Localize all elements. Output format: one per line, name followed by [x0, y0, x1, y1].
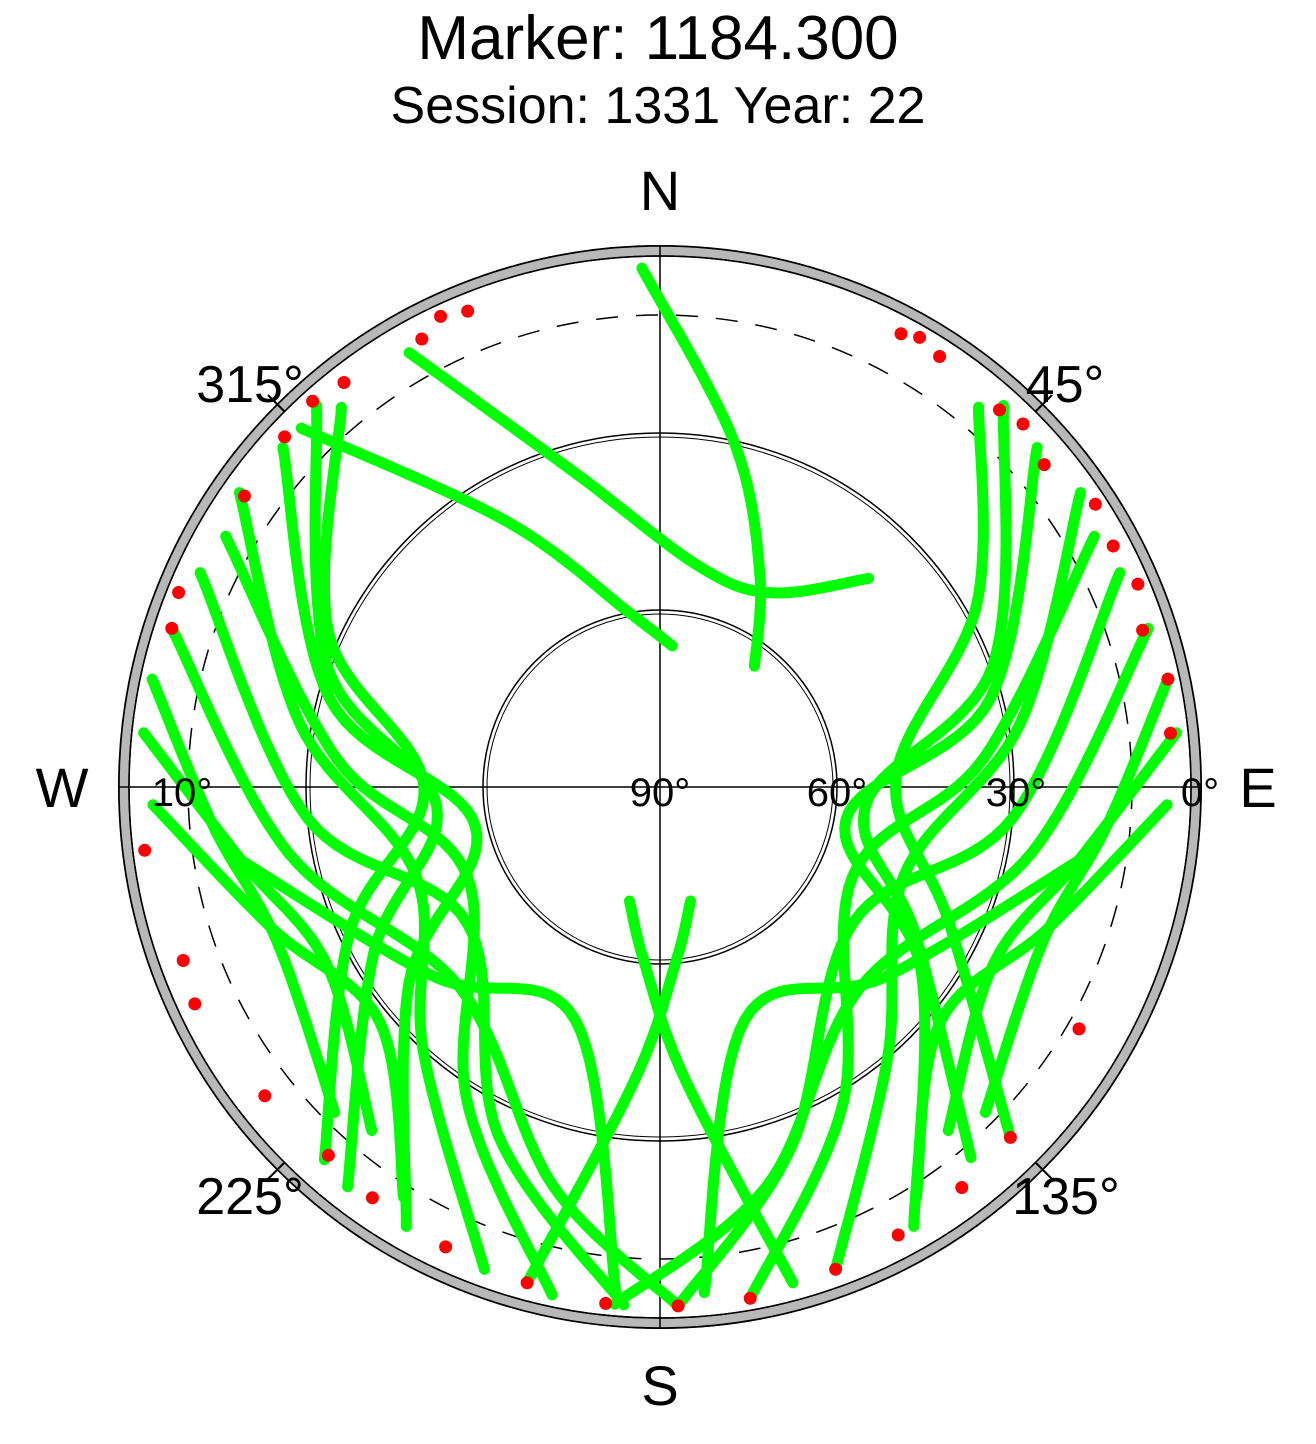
low-elevation-point-21 [520, 1276, 534, 1290]
low-elevation-point-14 [1003, 1130, 1017, 1144]
satellite-track-2 [403, 347, 875, 599]
azimuth-tick-45 [1034, 394, 1053, 413]
low-elevation-points [138, 304, 1177, 1313]
satellite-track-25 [236, 855, 622, 1298]
low-elevation-point-23 [365, 1191, 379, 1205]
compass-east-label: E [1239, 756, 1276, 819]
low-elevation-point-25 [258, 1089, 272, 1103]
low-elevation-point-10 [1136, 623, 1150, 637]
elevation-circles [305, 432, 1015, 1142]
satellite-tracks [138, 262, 1182, 1312]
satellite-track-24 [698, 855, 1084, 1298]
low-elevation-point-16 [891, 1228, 905, 1242]
azimuth-tick-225 [267, 1161, 286, 1180]
azimuth-label-135: 135° [1012, 1168, 1120, 1226]
low-elevation-point-19 [671, 1299, 685, 1313]
low-elevation-point-32 [278, 430, 292, 444]
low-elevation-point-11 [1161, 672, 1175, 686]
satellite-track-23 [147, 799, 410, 1203]
satellite-track-3 [295, 422, 678, 652]
compass-west-label: W [36, 756, 89, 819]
low-elevation-point-18 [743, 1291, 757, 1305]
low-elevation-point-5 [1016, 417, 1030, 431]
low-elevation-point-31 [237, 489, 251, 503]
satellite-track-22 [138, 727, 378, 1136]
low-elevation-point-26 [188, 997, 202, 1011]
low-elevation-point-4 [993, 403, 1006, 417]
satellite-track-4 [857, 400, 1012, 1164]
low-elevation-point-35 [415, 332, 429, 346]
satellite-track-19 [194, 567, 630, 1311]
low-elevation-point-28 [138, 843, 152, 857]
low-elevation-point-1 [894, 327, 908, 341]
chart-subtitle: Session: 1331 Year: 22 [390, 77, 926, 135]
satellite-track-1 [636, 262, 767, 672]
satellite-track-13 [910, 799, 1173, 1203]
satellite-track-14 [309, 400, 443, 1193]
low-elevation-point-13 [1072, 1022, 1086, 1036]
low-elevation-point-8 [1106, 539, 1120, 553]
compass-south-label: S [641, 1354, 678, 1417]
low-elevation-point-15 [955, 1181, 969, 1194]
azimuth-label-45: 45° [1026, 356, 1105, 414]
low-elevation-point-6 [1037, 458, 1051, 472]
low-elevation-point-33 [306, 394, 320, 408]
low-elevation-point-9 [1131, 577, 1145, 591]
satellite-track-11 [979, 673, 1174, 1118]
elevation-label-60: 60° [807, 771, 868, 815]
low-elevation-point-7 [1088, 497, 1102, 511]
elevation-circle-30 [305, 432, 1015, 1142]
elevation-circle-inner-30 [309, 436, 1011, 1138]
azimuth-tick-315 [267, 394, 286, 413]
satellite-track-16 [277, 442, 483, 1232]
elevation-circle-inner-60 [486, 613, 834, 961]
elevation-label-10: 10° [152, 771, 213, 815]
satellite-track-27 [521, 895, 696, 1289]
satellite-track-18 [220, 530, 558, 1301]
satellite-track-21 [146, 673, 341, 1118]
satellite-track-8 [744, 530, 1100, 1304]
low-elevation-point-2 [913, 330, 927, 344]
low-elevation-point-34 [337, 376, 351, 389]
low-elevation-point-29 [165, 621, 179, 635]
azimuth-label-225: 225° [196, 1168, 304, 1226]
elevation-circle-60 [482, 609, 838, 965]
low-elevation-point-24 [321, 1148, 335, 1162]
low-elevation-point-30 [172, 586, 186, 599]
elevation-label-0: 0° [1181, 771, 1219, 815]
low-elevation-point-3 [933, 350, 947, 363]
elevation-label-90: 90° [630, 771, 691, 815]
satellite-track-12 [942, 727, 1182, 1136]
chart-title: Marker: 1184.300 [417, 4, 899, 73]
low-elevation-point-12 [1164, 726, 1177, 740]
azimuth-label-315: 315° [196, 356, 304, 414]
satellite-track-15 [318, 401, 430, 1166]
low-elevation-point-37 [461, 304, 475, 318]
low-elevation-point-20 [599, 1296, 613, 1310]
elevation-label-30: 30° [986, 771, 1047, 815]
low-elevation-point-36 [434, 309, 448, 323]
compass-north-label: N [640, 159, 680, 222]
low-elevation-point-22 [439, 1240, 453, 1254]
low-elevation-point-17 [829, 1262, 843, 1276]
low-elevation-point-27 [176, 954, 190, 967]
azimuth-tick-135 [1034, 1161, 1053, 1180]
